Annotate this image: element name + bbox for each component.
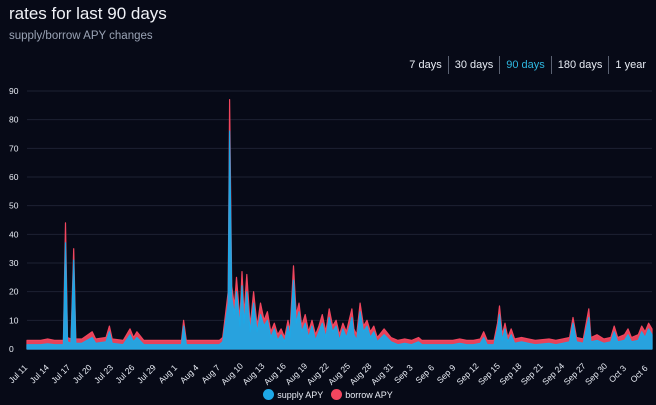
chart-grid bbox=[27, 90, 652, 350]
x-tick-label: Jul 17 bbox=[49, 362, 72, 385]
x-tick-label: Aug 13 bbox=[240, 361, 266, 387]
x-tick-label: Jul 26 bbox=[113, 362, 136, 385]
x-tick-label: Aug 19 bbox=[283, 361, 309, 387]
x-tick-label: Sep 27 bbox=[562, 361, 588, 387]
x-tick-label: Aug 25 bbox=[326, 361, 352, 387]
x-tick-label: Sep 21 bbox=[519, 361, 545, 387]
legend-item-supply[interactable]: supply APY bbox=[263, 389, 323, 400]
page-title: rates for last 90 days bbox=[9, 4, 167, 23]
x-tick-label: Aug 10 bbox=[219, 361, 245, 387]
range-1-year-button[interactable]: 1 year bbox=[608, 56, 652, 74]
x-tick-label: Aug 7 bbox=[199, 362, 222, 385]
y-tick-label: 50 bbox=[9, 201, 19, 211]
y-tick-label: 20 bbox=[9, 287, 19, 297]
y-tick-label: 90 bbox=[9, 86, 19, 96]
x-tick-label: Sep 24 bbox=[540, 361, 566, 387]
supply-apy-area bbox=[26, 130, 653, 350]
x-tick-label: Sep 15 bbox=[476, 361, 502, 387]
time-range-selector: 7 days 30 days 90 days 180 days 1 year bbox=[403, 56, 652, 74]
borrow-swatch-icon bbox=[331, 389, 343, 400]
x-tick-label: Jul 11 bbox=[7, 362, 30, 385]
range-180-days-button[interactable]: 180 days bbox=[550, 56, 609, 74]
x-tick-label: Sep 9 bbox=[435, 362, 458, 385]
x-tick-label: Aug 16 bbox=[262, 361, 288, 387]
page-subtitle: supply/borrow APY changes bbox=[9, 30, 153, 42]
x-tick-label: Aug 22 bbox=[305, 361, 331, 387]
x-tick-label: Aug 31 bbox=[369, 361, 395, 387]
x-tick-label: Sep 12 bbox=[455, 361, 481, 387]
x-tick-label: Oct 6 bbox=[628, 363, 650, 385]
x-tick-label: Aug 28 bbox=[347, 361, 373, 387]
x-tick-label: Jul 23 bbox=[92, 362, 115, 385]
y-tick-label: 0 bbox=[9, 344, 14, 354]
x-tick-label: Sep 18 bbox=[497, 361, 523, 387]
legend-label-supply: supply APY bbox=[277, 389, 324, 400]
chart-legend: supply APY borrow APY bbox=[0, 389, 656, 400]
x-tick-label: Jul 14 bbox=[28, 362, 51, 385]
x-tick-label: Jul 29 bbox=[135, 362, 158, 385]
x-tick-label: Sep 3 bbox=[392, 362, 415, 385]
x-tick-label: Oct 3 bbox=[607, 363, 629, 385]
range-90-days-button[interactable]: 90 days bbox=[499, 56, 551, 74]
y-tick-label: 40 bbox=[9, 229, 19, 239]
chart-series bbox=[26, 99, 653, 350]
range-7-days-button[interactable]: 7 days bbox=[409, 59, 442, 71]
x-tick-label: Sep 6 bbox=[413, 362, 436, 385]
y-tick-label: 10 bbox=[9, 315, 19, 325]
legend-item-borrow[interactable]: borrow APY bbox=[331, 389, 393, 400]
borrow-apy-area bbox=[26, 99, 653, 350]
range-30-days-button[interactable]: 30 days bbox=[447, 56, 500, 74]
x-tick-label: Aug 1 bbox=[156, 362, 179, 385]
supply-swatch-icon bbox=[263, 389, 275, 400]
y-tick-label: 70 bbox=[9, 143, 19, 153]
x-tick-label: Aug 4 bbox=[178, 362, 201, 385]
x-tick-label: Jul 20 bbox=[71, 362, 94, 385]
x-tick-label: Sep 30 bbox=[583, 361, 609, 387]
y-tick-label: 80 bbox=[9, 115, 19, 125]
legend-label-borrow: borrow APY bbox=[345, 389, 393, 400]
y-tick-label: 30 bbox=[9, 258, 19, 268]
y-tick-label: 60 bbox=[9, 172, 19, 182]
